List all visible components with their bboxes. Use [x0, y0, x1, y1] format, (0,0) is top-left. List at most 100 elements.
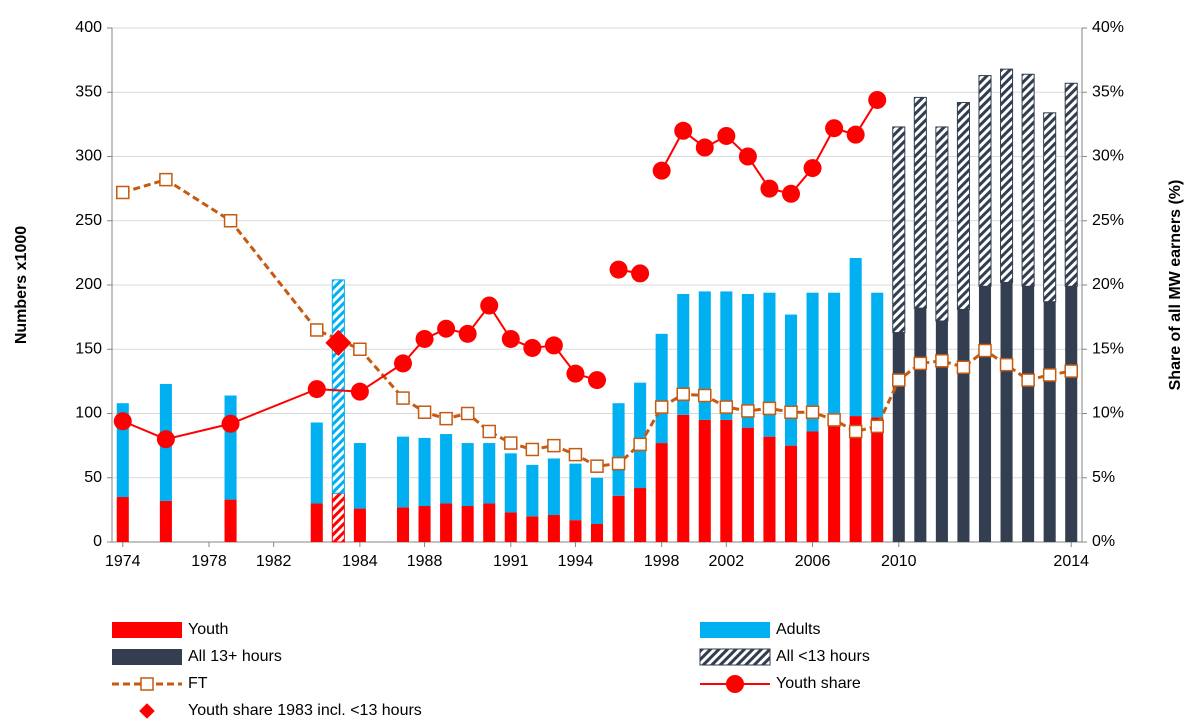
y-tick-label: 100 [75, 405, 102, 422]
bar [1064, 82, 1078, 287]
marker [956, 360, 971, 374]
bar [590, 524, 604, 542]
marker [417, 405, 432, 419]
bar [353, 443, 366, 509]
bar [590, 477, 604, 525]
bar [396, 507, 410, 542]
bar [655, 443, 668, 542]
bar [913, 96, 927, 309]
marker [353, 342, 367, 356]
bar [655, 333, 668, 444]
bar [224, 499, 237, 542]
bar [1022, 286, 1035, 542]
marker [396, 391, 410, 405]
bar [720, 291, 733, 420]
marker [846, 125, 865, 144]
bar [935, 126, 949, 322]
bar [547, 515, 560, 542]
bar [353, 508, 366, 542]
marker [717, 126, 736, 145]
y2-tick-label: 35% [1092, 83, 1124, 100]
marker [652, 161, 671, 180]
marker [501, 329, 520, 348]
marker [760, 179, 779, 198]
bar [957, 309, 970, 542]
bar [677, 414, 690, 542]
marker [223, 214, 238, 228]
y-tick-label: 400 [75, 19, 102, 36]
y-tick-label: 0 [93, 533, 102, 550]
x-tick-label: 1978 [191, 553, 227, 570]
bar [763, 292, 776, 437]
y2-tick-label: 10% [1092, 405, 1124, 422]
x-tick-label: 2010 [881, 553, 917, 570]
bar [418, 506, 431, 542]
bar [116, 497, 129, 542]
marker [310, 323, 324, 337]
bar [440, 503, 453, 542]
marker [547, 438, 561, 453]
marker [588, 371, 606, 390]
marker [611, 456, 626, 471]
x-tick-label: 2002 [709, 553, 745, 570]
marker [848, 424, 863, 439]
marker [504, 436, 518, 450]
marker [307, 380, 326, 399]
legend-label: Youth share 1983 incl. <13 hours [188, 702, 422, 719]
marker [1064, 364, 1078, 378]
marker [803, 159, 822, 178]
x-tick-label: 1994 [558, 553, 594, 570]
bar [634, 488, 647, 542]
y-tick-label: 50 [84, 469, 102, 486]
bar [483, 503, 496, 542]
marker [221, 414, 240, 433]
bar [331, 492, 345, 543]
y2-tick-label: 20% [1092, 276, 1124, 293]
legend-label: Youth [188, 621, 228, 638]
bar [784, 314, 798, 446]
bar [310, 503, 323, 542]
bar [504, 453, 517, 513]
y2-tick-label: 0% [1092, 533, 1115, 550]
legend-marker [139, 703, 155, 719]
bar [1043, 301, 1056, 542]
marker [762, 401, 777, 416]
marker [159, 172, 173, 187]
marker [156, 430, 175, 449]
bar [978, 286, 992, 542]
marker [568, 447, 583, 462]
marker [1021, 373, 1035, 387]
line [122, 177, 1072, 468]
y-axis-title: Numbers x1000 [13, 226, 30, 344]
bar [1000, 68, 1014, 283]
marker [719, 400, 734, 414]
marker [482, 424, 496, 439]
marker [631, 264, 650, 283]
marker [350, 382, 369, 401]
bar [331, 279, 345, 494]
marker [525, 442, 540, 457]
marker [566, 364, 585, 383]
legend-swatch [112, 649, 182, 665]
y2-tick-label: 25% [1092, 212, 1124, 229]
marker [784, 405, 798, 419]
bar [914, 308, 927, 542]
bar [526, 516, 539, 542]
marker [738, 147, 757, 166]
marker [523, 338, 542, 357]
bar [634, 382, 647, 489]
marker [805, 405, 820, 419]
bar [892, 332, 905, 542]
x-tick-label: 1974 [105, 553, 141, 570]
bar [569, 520, 582, 542]
bar [159, 500, 172, 542]
marker [439, 411, 453, 426]
marker [544, 336, 563, 355]
marker [415, 329, 434, 348]
bar [504, 512, 517, 542]
marker [590, 459, 604, 473]
bar [849, 258, 862, 417]
bar [935, 320, 948, 542]
